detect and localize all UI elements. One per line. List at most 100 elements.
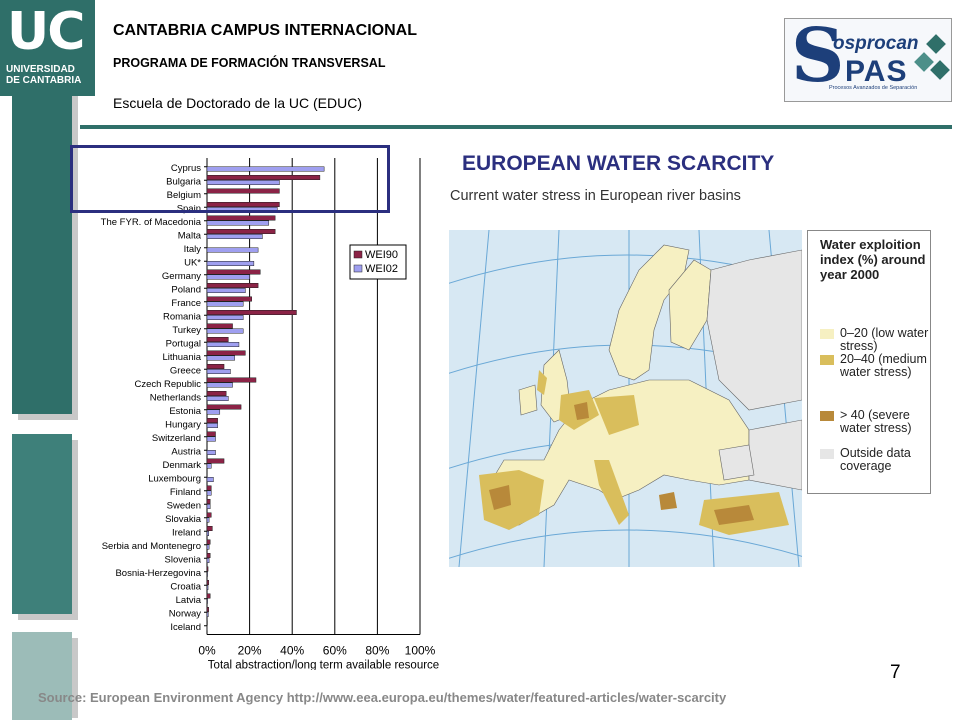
category-label: Croatia	[170, 581, 201, 592]
category-label: Romania	[163, 311, 202, 322]
category-label: Turkey	[172, 325, 201, 336]
bar-wei02	[206, 463, 212, 469]
bar-wei90	[206, 215, 276, 221]
bar-wei90	[206, 175, 321, 180]
bar-wei02	[206, 342, 240, 347]
x-axis-label: Total abstraction/long term available re…	[208, 660, 439, 671]
x-tick-label: 40%	[280, 644, 304, 658]
category-label: Slovakia	[165, 514, 202, 525]
bar-wei90	[206, 283, 259, 288]
category-label: Finland	[170, 487, 201, 498]
bar-wei90	[206, 418, 218, 423]
category-label: Malta	[178, 230, 202, 241]
uc-logo-letters: UC	[7, 2, 85, 62]
bar-wei90	[206, 337, 229, 342]
header-divider	[80, 125, 952, 129]
x-tick-label: 60%	[323, 644, 347, 658]
x-tick-label: 0%	[198, 644, 216, 658]
category-label: UK*	[184, 257, 201, 268]
map-legend: Water exploition index (%) around year 2…	[807, 230, 931, 494]
category-label: Austria	[171, 446, 201, 457]
legend-label: 0–20 (low water stress)	[840, 326, 929, 353]
category-label: Bulgaria	[166, 176, 202, 187]
bar-wei02	[206, 220, 270, 226]
page-number: 7	[890, 662, 901, 683]
bar-wei02	[206, 436, 216, 442]
legend-swatch	[820, 411, 834, 421]
bar-wei90	[206, 431, 216, 437]
bar-wei90	[206, 323, 233, 329]
bar-wei02	[206, 355, 235, 361]
legend-swatch	[820, 355, 834, 365]
legend-entry: WEI90	[365, 249, 398, 261]
bar-wei02	[206, 274, 250, 280]
legend-swatch	[820, 449, 834, 459]
category-label: Greece	[170, 365, 201, 376]
category-label: Bosnia-Herzegovina	[115, 568, 201, 579]
bar-wei02	[206, 261, 255, 266]
bar-wei90	[206, 580, 209, 585]
sosprocan-logo-line1: osprocan	[833, 33, 919, 54]
highlight-box	[70, 145, 390, 213]
category-label: Cyprus	[171, 163, 201, 174]
bar-wei02	[206, 328, 244, 334]
bar-wei02	[206, 544, 210, 550]
category-label: Ireland	[172, 527, 201, 538]
category-label: Poland	[171, 284, 201, 295]
bar-wei02	[206, 382, 233, 388]
bar-wei90	[206, 310, 297, 315]
bar-wei02	[206, 598, 208, 604]
category-label: Czech Republic	[134, 379, 201, 390]
bar-wei02	[206, 166, 325, 172]
header-school: Escuela de Doctorado de la UC (EDUC)	[113, 95, 362, 111]
water-exploitation-bar-chart: 0% 20% 40% 60% 80% 100% Cyprus Bulgaria Belgium S…	[101, 158, 439, 671]
decor-bar	[12, 632, 72, 720]
category-label: Portugal	[166, 338, 201, 349]
bar-wei90	[206, 202, 280, 207]
bar-wei90	[206, 553, 211, 558]
bar-wei90	[206, 364, 225, 369]
legend-title: Water exploition index (%) around year 2…	[820, 237, 926, 282]
bar-wei90	[206, 458, 225, 464]
decor-bar	[12, 434, 72, 614]
bar-wei02	[206, 477, 214, 482]
sosprocan-logo: S osprocan PAS Procesos Avanzados de Sep…	[784, 13, 952, 102]
x-tick-label: 80%	[365, 644, 389, 658]
bar-wei02	[206, 504, 211, 509]
bar-wei90	[206, 229, 276, 234]
header-program: PROGRAMA DE FORMACIÓN TRANSVERSAL	[113, 56, 386, 70]
bar-wei90	[206, 512, 212, 518]
category-label: Switzerland	[152, 433, 201, 444]
bar-wei02	[206, 369, 231, 374]
bar-wei02	[206, 531, 209, 536]
bar-wei02	[206, 571, 208, 577]
bar-wei02	[206, 409, 221, 415]
sosprocan-logo-line3: Procesos Avanzados de Separación	[829, 85, 918, 91]
bar-wei90	[206, 296, 252, 302]
legend-swatch	[353, 250, 363, 259]
category-label: Latvia	[176, 595, 202, 606]
category-label: Belgium	[167, 190, 201, 201]
category-label: Germany	[162, 271, 201, 282]
category-label: Sweden	[167, 500, 201, 511]
category-label: Lithuania	[162, 352, 201, 363]
bar-wei90	[206, 526, 213, 531]
category-label: Spain	[177, 203, 201, 214]
uc-logo-text: UNIVERSIDAD DE CANTABRIA	[6, 64, 81, 86]
legend-label: 20–40 (medium water stress)	[840, 352, 927, 379]
category-label: The FYR. of Macedonia	[101, 217, 202, 228]
sosprocan-logo-s: S	[791, 13, 845, 99]
sosprocan-logo-line2: PAS	[845, 55, 908, 88]
bar-wei90	[206, 188, 280, 194]
legend-entry: WEI02	[365, 263, 398, 275]
bar-wei90	[206, 499, 211, 504]
category-label: Denmark	[162, 460, 201, 471]
category-label: Slovenia	[165, 554, 202, 565]
category-label: Italy	[184, 244, 202, 255]
map-title: Current water stress in European river b…	[450, 188, 741, 204]
legend-swatch	[820, 329, 834, 339]
bar-wei02	[206, 517, 210, 523]
uc-logo: UC UNIVERSIDAD DE CANTABRIA	[0, 0, 95, 96]
bar-wei02	[206, 585, 209, 590]
legend-label: > 40 (severe water stress)	[840, 408, 912, 435]
